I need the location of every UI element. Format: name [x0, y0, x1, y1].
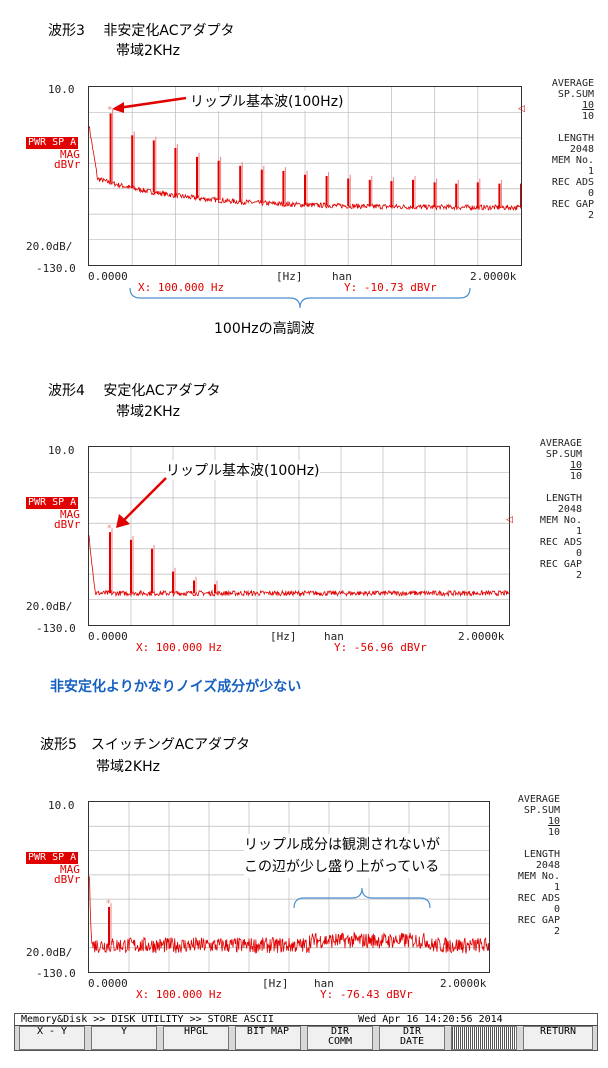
panel3-plot: *: [88, 801, 490, 973]
panel1-win: han: [332, 270, 352, 283]
panel2-pwr-label: PWR SP A: [26, 497, 79, 509]
panel2-callout-arrow: [116, 477, 167, 528]
softkey-dir-comm[interactable]: DIR COMM: [307, 1026, 373, 1050]
utility-status-line: Memory&Disk >> DISK UTILITY >> STORE ASC…: [15, 1014, 597, 1026]
softkey-bit-map[interactable]: BIT MAP: [235, 1026, 301, 1050]
marker-star: *: [108, 105, 113, 115]
panel3-callout: リップル成分は観測されないが この辺が少し盛り上がっている: [244, 834, 440, 878]
panel2-x-readout: X: 100.000 Hz: [136, 641, 223, 654]
panel3-callout-line2: この辺が少し盛り上がっている: [244, 859, 440, 875]
panel1-marker-icon: ◁: [518, 104, 525, 114]
panel2-win: han: [324, 630, 344, 643]
panel3-ydiv: 20.0dB/: [26, 946, 73, 959]
panel2-marker-icon: ◁: [506, 515, 513, 525]
panel1-title: 波形3 非安定化ACアダプタ: [48, 23, 235, 39]
panel1-callout: リップル基本波(100Hz): [190, 91, 344, 111]
panel2-title: 波形4 安定化ACアダプタ: [48, 383, 221, 399]
panel3-brace: [293, 887, 431, 909]
noise-floor-trace: [89, 535, 509, 598]
panel3-title: 波形5 スイッチングACアダプタ: [40, 737, 251, 753]
panel3-ybot: -130.0: [36, 967, 76, 980]
panel2-callout: リップル基本波(100Hz): [166, 460, 320, 480]
panel1-x-readout: X: 100.000 Hz: [138, 281, 225, 294]
panel3-side-info: AVERAGE SP.SUM 10 10 LENGTH 2048 MEM No.…: [517, 794, 560, 937]
panel3-mag: MAG: [60, 863, 80, 876]
panel1-hz: [Hz]: [276, 270, 303, 283]
softkey-y[interactable]: Y: [91, 1026, 157, 1050]
panel2-mag: MAG: [60, 508, 80, 521]
panel2-ytop: 10.0: [48, 444, 75, 457]
softkey-return[interactable]: RETURN: [523, 1026, 593, 1050]
panel2-ybot: -130.0: [36, 622, 76, 635]
panel2-ydiv: 20.0dB/: [26, 600, 73, 613]
panel1-subtitle: 帯域2KHz: [116, 43, 180, 59]
panel3-x-readout: X: 100.000 Hz: [136, 988, 223, 1001]
panel3-ytop: 10.0: [48, 799, 75, 812]
panel1-mag: MAG: [60, 148, 80, 161]
panel3-subtitle: 帯域2KHz: [96, 759, 160, 775]
panel3-dbvr: dBVr: [54, 873, 81, 886]
panel3-pwr-label: PWR SP A: [26, 852, 79, 864]
softkey-dir-date[interactable]: DIR DATE: [379, 1026, 445, 1050]
panel3-x1: 2.0000k: [440, 977, 487, 990]
panel2-x0: 0.0000: [88, 630, 128, 643]
panel3-x0: 0.0000: [88, 977, 128, 990]
panel1-dbvr: dBVr: [54, 158, 81, 171]
panel1-pwr-label: PWR SP A: [26, 137, 79, 149]
panel1-brace-label: 100Hzの高調波: [214, 321, 315, 337]
panel2-y-readout: Y: -56.96 dBVr: [334, 641, 427, 654]
comparison-note: 非安定化よりかなりノイズ成分が少ない: [50, 679, 302, 695]
panel1-side-info: AVERAGE SP.SUM 10 10 LENGTH 2048 MEM No.…: [551, 78, 594, 221]
panel1-callout-arrow: [112, 96, 187, 113]
panel1-x0: 0.0000: [88, 270, 128, 283]
panel1-ydiv: 20.0dB/: [26, 240, 73, 253]
utility-bar: Memory&Disk >> DISK UTILITY >> STORE ASC…: [14, 1013, 598, 1051]
panel1-y-readout: Y: -10.73 dBVr: [344, 281, 437, 294]
marker-star: *: [107, 524, 112, 534]
panel2-hz: [Hz]: [270, 630, 297, 643]
noise-floor-trace: [89, 876, 489, 955]
panel1-brace: [129, 288, 471, 309]
panel3-hz: [Hz]: [262, 977, 289, 990]
panel1-ytop: 10.0: [48, 83, 75, 96]
panel2-side-info: AVERAGE SP.SUM 10 10 LENGTH 2048 MEM No.…: [539, 438, 582, 581]
panel1-x1: 2.0000k: [470, 270, 517, 283]
panel1-ybot: -130.0: [36, 262, 76, 275]
panel3-win: han: [314, 977, 334, 990]
panel3-callout-line1: リップル成分は観測されないが: [244, 837, 440, 853]
panel2-dbvr: dBVr: [54, 518, 81, 531]
marker-star: *: [106, 899, 111, 909]
panel1-plot: *: [88, 86, 522, 266]
panel2-x1: 2.0000k: [458, 630, 505, 643]
panel3-y-readout: Y: -76.43 dBVr: [320, 988, 413, 1001]
softkey-hpgl[interactable]: HPGL: [163, 1026, 229, 1050]
panel2-subtitle: 帯域2KHz: [116, 404, 180, 420]
softkey-empty: [451, 1026, 517, 1050]
softkey-x-y[interactable]: X - Y: [19, 1026, 85, 1050]
